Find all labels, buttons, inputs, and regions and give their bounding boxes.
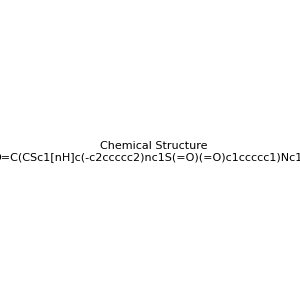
Text: Chemical Structure
O=C(CSc1[nH]c(-c2ccccc2)nc1S(=O)(=O)c1ccccc1)Nc1cc: Chemical Structure O=C(CSc1[nH]c(-c2cccc… [0,141,300,162]
